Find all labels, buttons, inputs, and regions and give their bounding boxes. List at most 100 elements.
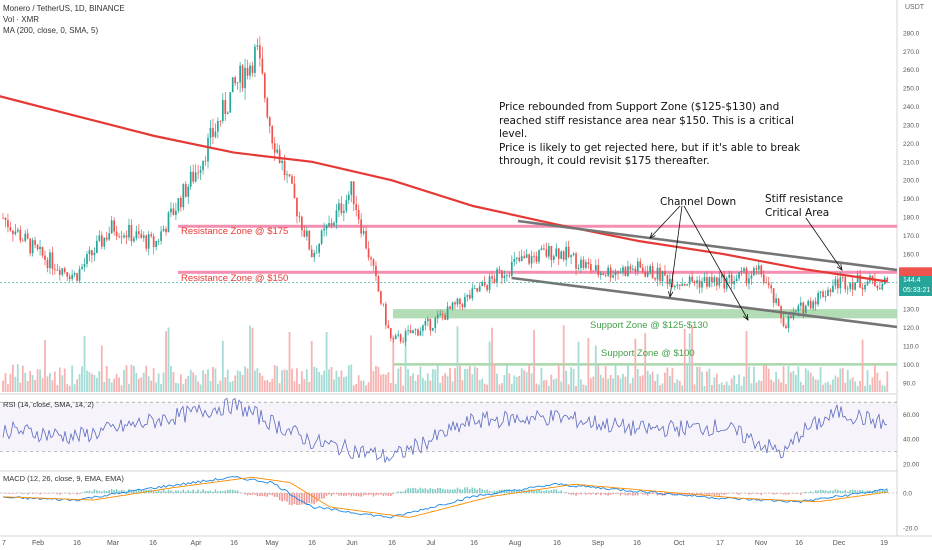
volume-bar bbox=[254, 370, 256, 392]
volume-bar bbox=[661, 383, 664, 392]
candle-body bbox=[439, 314, 442, 315]
macd-label: MACD (12, 26, close, 9, EMA, EMA) bbox=[3, 474, 124, 483]
candle-body bbox=[375, 265, 377, 277]
candle-body bbox=[795, 310, 797, 312]
macd-hist-bar bbox=[456, 487, 459, 493]
macd-hist-bar bbox=[819, 489, 822, 493]
macd-hist-bar bbox=[624, 493, 627, 496]
volume-bar bbox=[142, 372, 145, 392]
macd-hist-bar bbox=[429, 488, 432, 493]
macd-hist-bar bbox=[165, 491, 167, 493]
macd-hist-bar bbox=[234, 490, 236, 493]
volume-bar bbox=[513, 375, 516, 392]
candle-body bbox=[725, 277, 728, 289]
macd-hist-bar bbox=[133, 489, 135, 493]
y-tick-label: 190.0 bbox=[903, 196, 920, 203]
volume-bar bbox=[488, 341, 491, 392]
macd-hist-bar bbox=[14, 493, 17, 494]
volume-bar bbox=[441, 375, 444, 392]
macd-hist-bar bbox=[256, 493, 259, 497]
macd-hist-bar bbox=[545, 490, 548, 493]
candle-body bbox=[261, 58, 264, 74]
candle-body bbox=[738, 272, 740, 279]
candle-body bbox=[360, 219, 362, 234]
macd-hist-bar bbox=[471, 487, 474, 493]
candle-body bbox=[426, 318, 429, 322]
candle-body bbox=[478, 286, 481, 292]
volume-bar bbox=[814, 379, 817, 392]
candle-body bbox=[125, 235, 128, 238]
macd-hist-bar bbox=[486, 489, 488, 493]
candle-body bbox=[582, 259, 585, 268]
candle-body bbox=[456, 298, 459, 305]
candle-body bbox=[555, 248, 558, 257]
macd-hist-bar bbox=[180, 491, 182, 493]
macd-hist-bar bbox=[716, 493, 718, 496]
macd-hist-bar bbox=[315, 493, 318, 503]
macd-hist-bar bbox=[785, 493, 787, 495]
candle-body bbox=[145, 235, 148, 249]
candle-body bbox=[44, 255, 46, 260]
macd-hist-bar bbox=[644, 493, 646, 495]
volume-bar bbox=[419, 366, 422, 392]
volume-bar bbox=[585, 385, 587, 392]
volume-bar bbox=[389, 382, 392, 392]
candle-body bbox=[535, 256, 538, 262]
candle-body bbox=[548, 246, 550, 257]
volume-bar bbox=[592, 376, 595, 392]
macd-hist-bar bbox=[138, 489, 140, 493]
channel-upper-line bbox=[517, 219, 898, 272]
volume-bar bbox=[125, 365, 128, 392]
volume-bar bbox=[246, 368, 249, 392]
macd-hist-bar bbox=[276, 493, 278, 498]
ma-label: MA (200, close, 0, SMA, 5) bbox=[3, 26, 99, 35]
macd-hist-bar bbox=[809, 491, 812, 493]
price-candles bbox=[2, 36, 889, 346]
candle-body bbox=[14, 231, 17, 235]
volume-bar bbox=[496, 373, 498, 392]
volume-bar bbox=[278, 383, 281, 392]
candle-body bbox=[152, 236, 155, 248]
x-tick-label: 16 bbox=[553, 540, 561, 547]
macd-hist-bar bbox=[854, 490, 856, 493]
candle-body bbox=[115, 231, 118, 237]
macd-hist-bar bbox=[879, 489, 881, 493]
volume-bar bbox=[740, 385, 743, 392]
volume-bar bbox=[656, 374, 659, 392]
candle-body bbox=[12, 230, 14, 235]
macd-hist-bar bbox=[98, 490, 101, 493]
volume-bar bbox=[330, 367, 333, 392]
candle-body bbox=[96, 240, 98, 253]
candle-body bbox=[451, 302, 454, 310]
volume-bar bbox=[871, 377, 874, 392]
volume-bar bbox=[231, 381, 234, 392]
candle-body bbox=[194, 172, 197, 182]
candle-body bbox=[496, 269, 498, 283]
macd-hist-bar bbox=[7, 493, 9, 494]
macd-hist-bar bbox=[372, 493, 375, 497]
volume-bar bbox=[399, 366, 402, 392]
candle-body bbox=[2, 217, 4, 219]
macd-hist-bar bbox=[804, 491, 807, 493]
volume-bar bbox=[473, 366, 476, 392]
candle-body bbox=[29, 238, 32, 254]
volume-bar bbox=[426, 373, 429, 392]
candle-body bbox=[357, 209, 360, 220]
volume-bar bbox=[244, 366, 246, 392]
candle-body bbox=[207, 137, 209, 162]
macd-hist-bar bbox=[599, 493, 602, 496]
analysis-note-line-5: through, it could revisit $175 thereafte… bbox=[499, 155, 710, 167]
volume-bar bbox=[88, 372, 91, 392]
volume-bar bbox=[16, 364, 19, 392]
candle-body bbox=[723, 274, 726, 289]
volume-bar bbox=[236, 370, 239, 392]
candle-body bbox=[488, 276, 491, 290]
candle-body bbox=[557, 248, 560, 259]
volume-bar bbox=[481, 378, 484, 392]
macd-hist-bar bbox=[167, 489, 170, 493]
candle-body bbox=[570, 255, 572, 257]
candle-body bbox=[461, 304, 464, 308]
macd-hist-bar bbox=[508, 489, 511, 493]
rsi-tick-label: 60.00 bbox=[903, 412, 920, 419]
